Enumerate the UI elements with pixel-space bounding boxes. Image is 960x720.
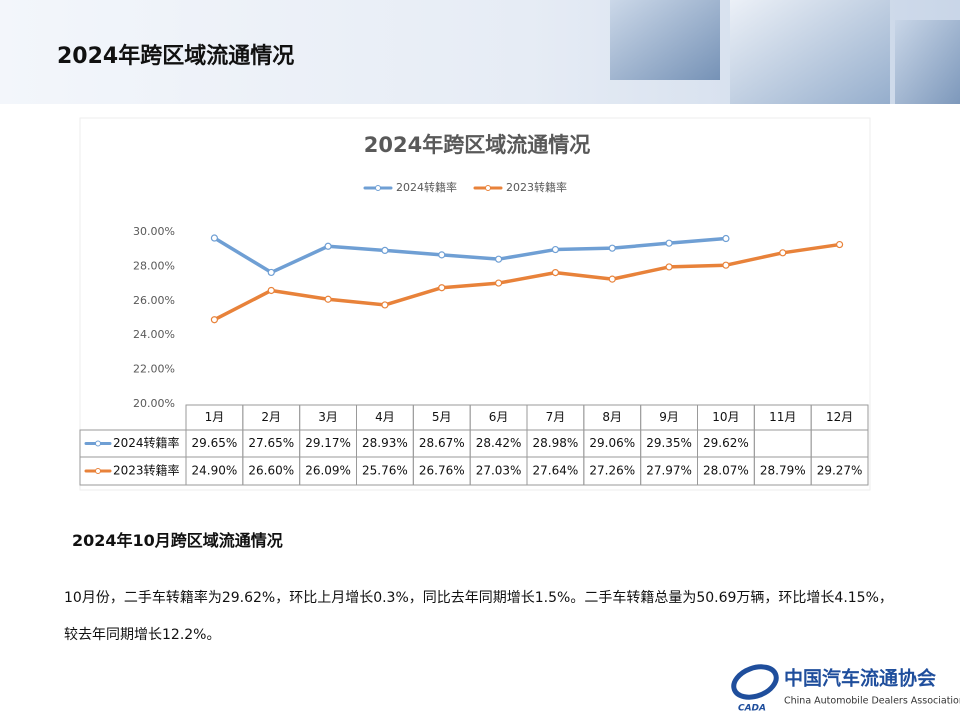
point [722,234,730,243]
chart-frame [79,117,871,491]
data-label: 27.03% [476,464,522,478]
data-label: 27.26% [589,464,635,478]
x-tick-label: 11月 [769,410,796,424]
y-tick-label: 20.00% [133,397,175,410]
point [722,261,730,269]
data-label: 27.64% [533,464,579,478]
data-label: 26.60% [248,464,294,478]
data-label: 29.17% [305,436,351,450]
y-tick-label: 22.00% [133,363,175,376]
point [438,251,446,259]
data-label: 28.79% [760,464,806,478]
data-label: 28.67% [419,436,465,450]
data-label: 27.65% [248,436,294,450]
x-tick-label: 10月 [712,410,739,424]
data-label: 28.42% [476,436,522,450]
data-label: 29.27% [817,464,863,478]
series-line [213,236,727,275]
row-header: 2023转籍率 [113,463,180,478]
point [608,244,616,252]
point [665,263,673,271]
legend-marker [485,185,491,191]
paragraph: 10月份，二手车转籍率为29.62%，环比上月增长0.3%，同比去年同期增长1.… [64,590,893,643]
data-label: 29.65% [192,436,238,450]
y-tick-label: 26.00% [133,294,175,307]
point [494,279,503,287]
point [779,249,787,257]
point [608,275,616,283]
x-tick-label: 2月 [261,410,281,424]
data-label: 25.76% [362,464,408,478]
point [267,268,275,277]
data-label: 27.97% [646,464,692,478]
data-label: 29.06% [589,436,635,450]
logo: CADA 中国汽车流通协会 China Automobile Dealers A… [731,664,960,714]
row-header: 2024转籍率 [113,435,180,450]
point [210,234,219,242]
data-label: 28.93% [362,436,408,450]
x-tick-label: 6月 [489,410,509,424]
x-tick-label: 5月 [432,410,452,424]
x-tick-label: 12月 [826,410,853,424]
x-tick-label: 9月 [659,410,679,424]
legend-marker [375,185,381,191]
point [835,240,844,249]
x-tick-label: 7月 [546,410,566,424]
section-title: 2024年10月跨区域流通情况 [72,531,283,550]
x-tick-label: 3月 [318,410,338,424]
x-tick-label: 8月 [602,410,622,424]
data-label: 26.09% [305,464,351,478]
x-tick-label: 4月 [375,410,395,424]
x-tick-label: 1月 [205,410,225,424]
point [324,242,332,250]
point [381,301,389,309]
series-line [213,242,840,322]
point [381,246,389,255]
org-name-en: China Automobile Dealers Association [784,696,960,707]
point [324,295,332,303]
y-tick-label: 30.00% [133,225,175,238]
data-label: 28.98% [533,436,579,450]
logo-emblem [731,664,779,700]
point [494,255,503,263]
slide-title: 2024年跨区域流通情况 [57,44,295,69]
org-name: 中国汽车流通协会 [784,666,936,689]
table-cell [810,456,869,486]
point [551,245,560,254]
point [438,284,446,292]
point [267,286,275,295]
data-label: 28.07% [703,464,749,478]
y-tick-label: 28.00% [133,259,175,272]
y-tick-label: 24.00% [133,328,175,341]
chart-title: 2024年跨区域流通情况 [364,133,590,157]
header-banner: 2024年跨区域流通情况 [0,0,960,104]
data-label: 29.35% [646,436,692,450]
point [551,268,560,277]
data-label: 26.76% [419,464,465,478]
logo-mark: CADA [738,704,766,714]
table-marker [95,468,101,474]
point [665,239,673,247]
data-label: 24.90% [192,464,238,478]
table-marker [95,440,101,447]
legend-label: 2023转籍率 [506,180,567,194]
data-label: 29.62% [703,436,749,450]
banner-decoration [610,0,960,104]
point [210,316,219,324]
legend-label: 2024转籍率 [396,180,457,194]
